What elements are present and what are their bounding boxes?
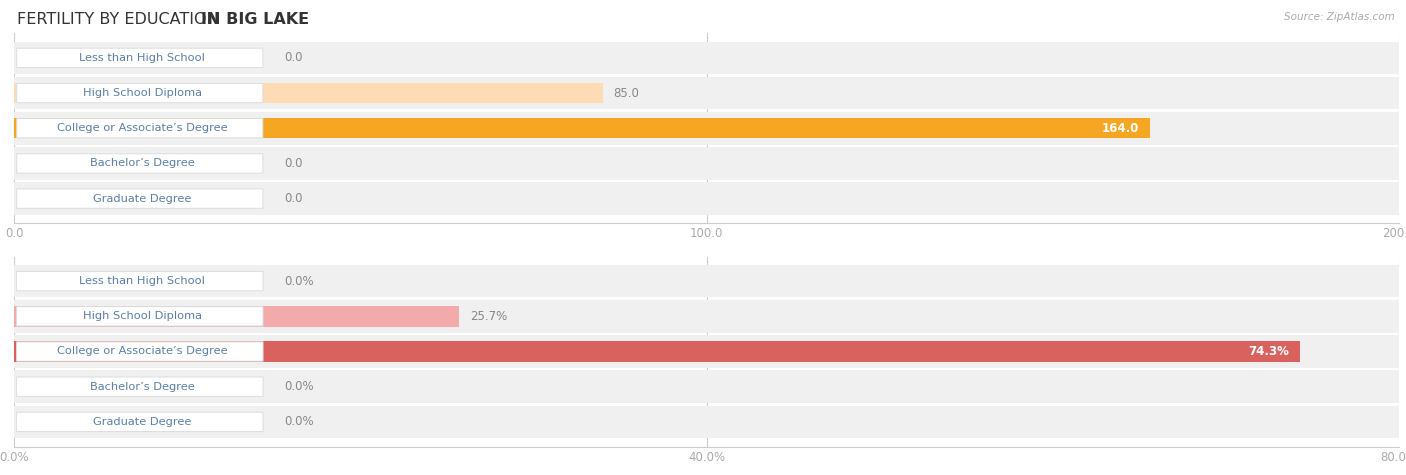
- Bar: [14, 182, 1399, 215]
- Text: High School Diploma: High School Diploma: [83, 311, 201, 321]
- Bar: [14, 370, 1399, 403]
- Text: 0.0%: 0.0%: [284, 275, 314, 288]
- Text: 164.0: 164.0: [1101, 122, 1139, 135]
- Text: 74.3%: 74.3%: [1249, 345, 1289, 358]
- Text: Bachelor’s Degree: Bachelor’s Degree: [90, 159, 194, 169]
- FancyBboxPatch shape: [17, 189, 263, 209]
- Text: 0.0%: 0.0%: [284, 415, 314, 428]
- Text: 25.7%: 25.7%: [470, 310, 508, 323]
- Text: 0.0%: 0.0%: [284, 380, 314, 393]
- FancyBboxPatch shape: [17, 271, 263, 291]
- FancyBboxPatch shape: [17, 412, 263, 432]
- Bar: [14, 342, 1301, 361]
- FancyBboxPatch shape: [17, 154, 263, 173]
- Text: High School Diploma: High School Diploma: [83, 88, 201, 98]
- Bar: [14, 306, 458, 326]
- Text: Bachelor’s Degree: Bachelor’s Degree: [90, 382, 194, 392]
- FancyBboxPatch shape: [17, 84, 263, 103]
- FancyBboxPatch shape: [17, 342, 263, 361]
- Bar: [14, 147, 1399, 180]
- Bar: [14, 335, 1399, 368]
- Text: Graduate Degree: Graduate Degree: [93, 417, 191, 427]
- FancyBboxPatch shape: [17, 48, 263, 67]
- Bar: [14, 406, 1399, 438]
- FancyBboxPatch shape: [17, 307, 263, 326]
- Bar: [14, 300, 1399, 332]
- Text: IN BIG LAKE: IN BIG LAKE: [201, 12, 309, 27]
- Text: 0.0: 0.0: [284, 192, 302, 205]
- Bar: [14, 76, 1399, 109]
- Bar: [14, 118, 1150, 138]
- Text: College or Associate’s Degree: College or Associate’s Degree: [56, 123, 228, 133]
- Text: FERTILITY BY EDUCATION: FERTILITY BY EDUCATION: [17, 12, 224, 27]
- Bar: [14, 265, 1399, 297]
- Text: 85.0: 85.0: [614, 86, 640, 100]
- FancyBboxPatch shape: [17, 377, 263, 396]
- Text: Less than High School: Less than High School: [79, 276, 205, 286]
- FancyBboxPatch shape: [17, 119, 263, 138]
- Bar: [14, 112, 1399, 144]
- Text: Source: ZipAtlas.com: Source: ZipAtlas.com: [1284, 12, 1395, 22]
- Text: 0.0: 0.0: [284, 51, 302, 65]
- Text: 0.0: 0.0: [284, 157, 302, 170]
- Bar: [14, 83, 603, 103]
- Bar: [14, 41, 1399, 74]
- Text: Less than High School: Less than High School: [79, 53, 205, 63]
- Text: College or Associate’s Degree: College or Associate’s Degree: [56, 346, 228, 357]
- Text: Graduate Degree: Graduate Degree: [93, 194, 191, 204]
